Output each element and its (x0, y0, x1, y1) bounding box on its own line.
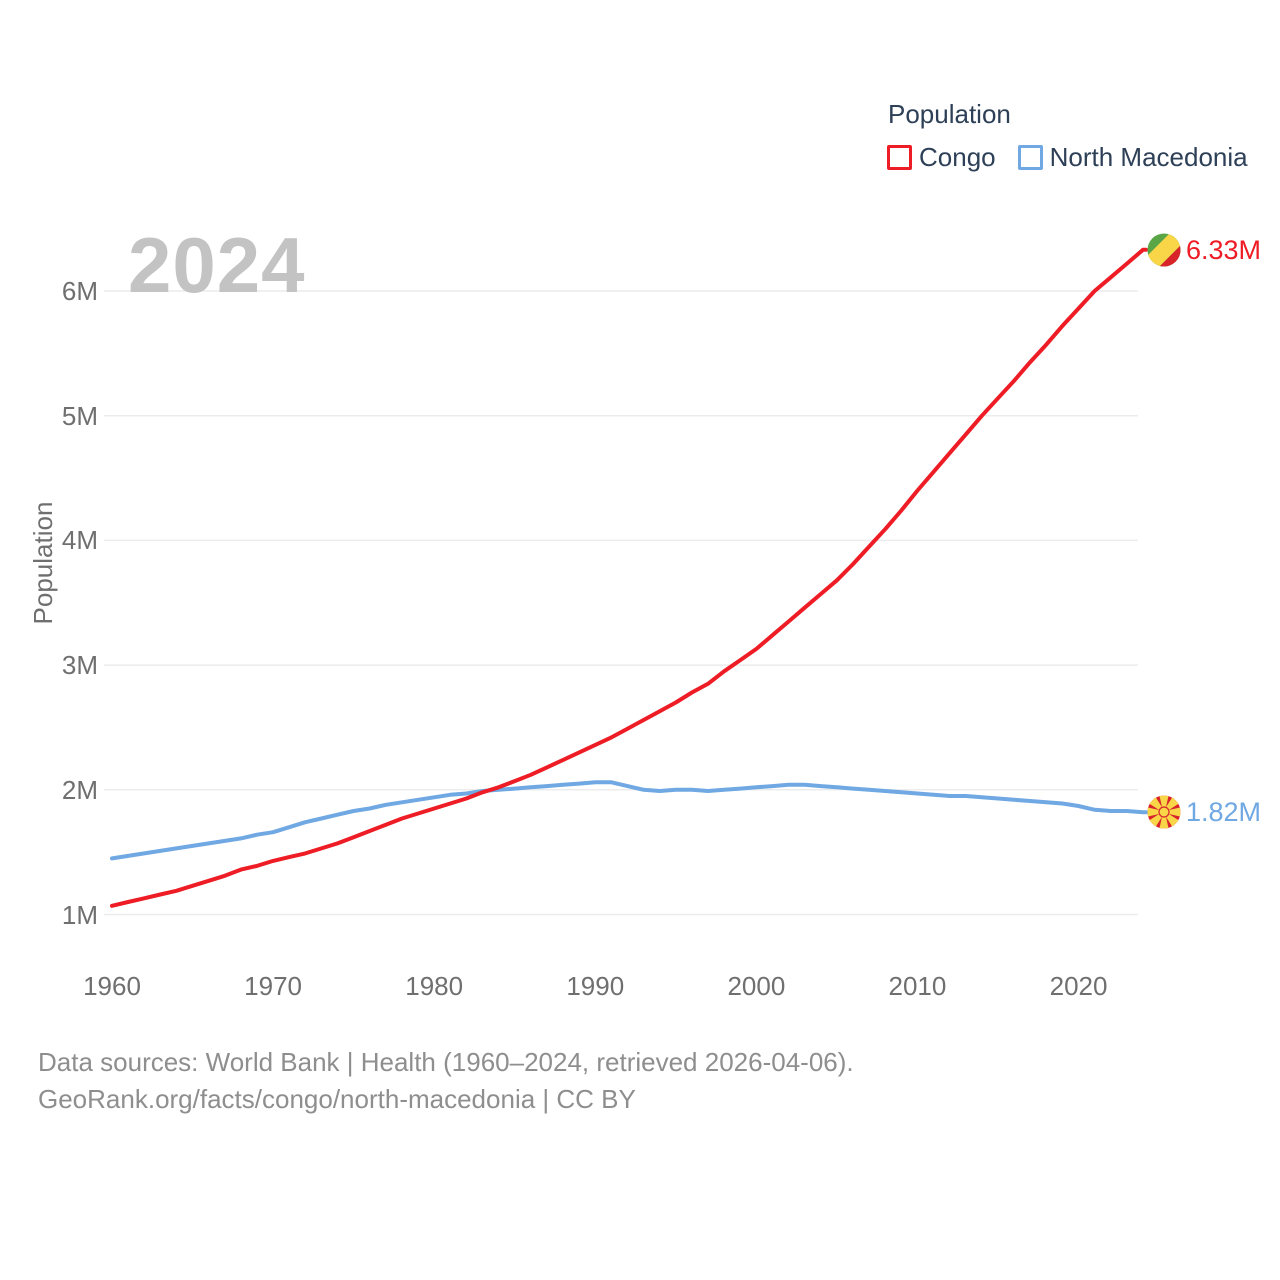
y-tick-label: 2M (61, 774, 98, 805)
y-axis-title: Population (28, 501, 58, 625)
x-tick-label: 1960 (83, 971, 141, 1001)
y-tick-label: 6M (61, 276, 98, 306)
attribution-line: GeoRank.org/facts/congo/north-macedonia … (38, 1084, 636, 1114)
legend-item-north-macedonia[interactable]: North Macedonia (1017, 142, 1248, 173)
gridlines (104, 290, 1138, 916)
north-macedonia-series-swatch-icon (1017, 145, 1043, 170)
series-lines (110, 247, 1148, 908)
y-tick-label: 5M (61, 400, 98, 431)
series-line-congo (110, 247, 1148, 908)
north-macedonia-end-value: 1.82M (1186, 797, 1262, 827)
footer: Data sources: World Bank | Health (1960–… (38, 1044, 854, 1118)
legend-item-congo[interactable]: Congo (887, 142, 996, 173)
y-tick-label: 1M (61, 899, 98, 930)
data-sources-line: Data sources: World Bank | Health (1960–… (38, 1047, 854, 1077)
x-tick-label: 1990 (566, 971, 625, 1001)
series-line-north-macedonia (110, 780, 1148, 861)
legend-title: Population (888, 99, 1011, 129)
congo-flag-icon (1147, 233, 1181, 267)
y-tick-label: 3M (61, 650, 98, 681)
x-tick-label: 2000 (727, 971, 786, 1001)
x-tick-label: 2020 (1049, 971, 1108, 1001)
x-tick-label: 1970 (244, 971, 302, 1001)
legend-items: Congo North Macedonia (887, 142, 1248, 173)
congo-end-value: 6.33M (1186, 235, 1262, 265)
legend-item-label: Congo (919, 142, 996, 172)
x-tick-label: 1980 (405, 971, 464, 1001)
north-macedonia-flag-icon (1147, 795, 1181, 829)
legend: Population Congo North Macedonia (887, 99, 1248, 173)
y-tick-label: 4M (61, 525, 98, 556)
legend-item-label: North Macedonia (1049, 142, 1248, 172)
x-tick-label: 2010 (888, 971, 947, 1001)
congo-series-swatch-icon (887, 145, 912, 170)
year-watermark: 2024 (128, 221, 306, 309)
